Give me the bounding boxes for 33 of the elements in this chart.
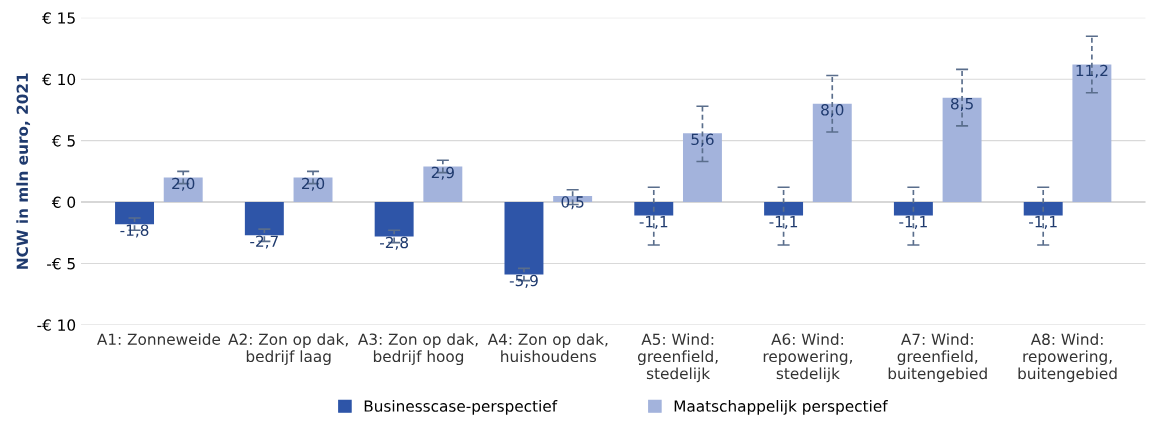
data-label: 8,0 [821, 104, 844, 118]
y-axis-title: NCW in mln euro, 2021 [16, 73, 31, 269]
x-tick-label: A6: Wind: repowering, stedelijk [763, 333, 852, 383]
data-label: 5,6 [691, 133, 714, 147]
data-label: -1,1 [769, 216, 798, 229]
data-label: 8,5 [950, 97, 973, 112]
data-label: 11,2 [1076, 64, 1108, 78]
data-label: 2,9 [431, 166, 454, 180]
data-label: 2,0 [172, 177, 195, 191]
x-tick-label: A1: Zonneweide [97, 333, 221, 346]
data-label: -1,1 [1029, 216, 1057, 229]
x-tick-label: A2: Zon op dak, bedrijf laag [228, 333, 348, 366]
data-label: -2,8 [380, 236, 409, 250]
y-tick-label: € 15 [42, 12, 75, 24]
legend-label: Maatschappelijk perspectief [674, 400, 888, 415]
y-tick-label: -€ 5 [47, 257, 75, 270]
x-tick-label: A3: Zon op dak, bedrijf hoog [358, 333, 478, 366]
x-tick-label: A5: Wind: greenfield, stedelijk [637, 333, 718, 383]
data-label: -1,1 [899, 216, 927, 229]
legend-label: Businesscase-perspectief [364, 400, 558, 415]
x-tick-label: A4: Zon op dak, huishoudens [487, 333, 608, 363]
y-tick-label: € 10 [42, 73, 76, 86]
data-label: -1,1 [639, 216, 668, 229]
data-label: 0,5 [561, 196, 584, 210]
data-label: -5,9 [509, 274, 538, 288]
x-tick-label: A8: Wind: repowering, buitengebied [1018, 333, 1117, 383]
data-label: -1,8 [120, 224, 149, 238]
data-label: 2,0 [302, 177, 325, 191]
y-tick-label: -€ 10 [37, 319, 76, 331]
y-tick-label: € 0 [51, 196, 76, 209]
x-tick-label: A7: Wind: greenfield, buitengebied [888, 333, 987, 383]
data-label: -2,7 [250, 235, 278, 249]
y-tick-label: € 5 [51, 135, 75, 147]
